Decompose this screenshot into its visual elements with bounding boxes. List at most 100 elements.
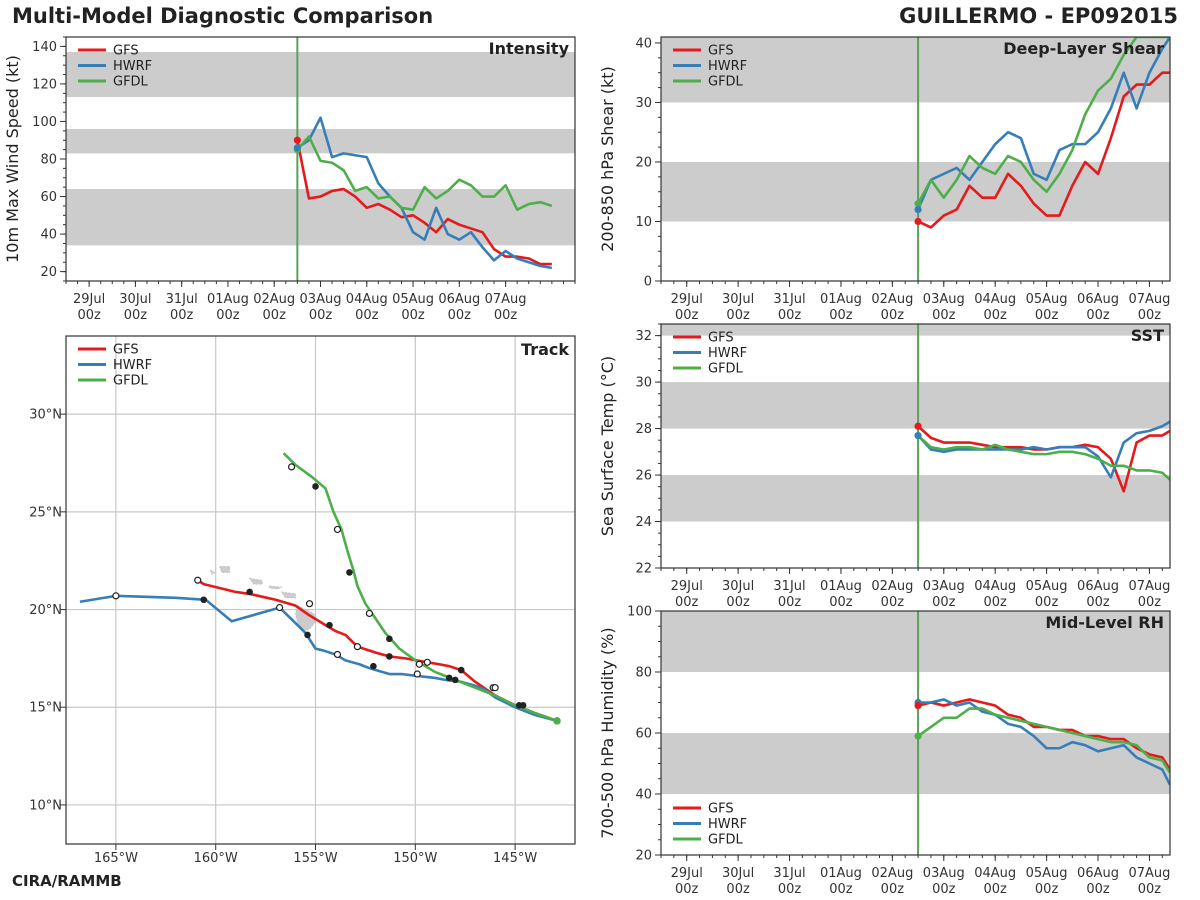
series-line-gfdl [916, 37, 1170, 205]
x-tick-label: 07Aug [1128, 579, 1170, 594]
x-tick-label: 00z [448, 308, 472, 323]
track-marker-00z [346, 569, 353, 576]
track-marker-00z [386, 653, 393, 660]
x-tick-label: 30Jul [119, 292, 151, 307]
x-tick-label: 31Jul [166, 292, 198, 307]
x-tick-label: 30Jul [722, 579, 754, 594]
x-tick-label: 01Aug [820, 866, 862, 881]
legend-label-hwrf: HWRF [113, 358, 152, 373]
track-marker-00z [326, 621, 333, 629]
x-tick-label: 160°W [194, 851, 238, 866]
x-tick-label: 00z [829, 595, 853, 610]
x-tick-label: 00z [881, 595, 905, 610]
x-tick-label: 00z [778, 595, 802, 610]
x-tick-label: 06Aug [1077, 579, 1119, 594]
x-tick-label: 145°W [493, 851, 537, 866]
x-tick-label: 07Aug [1128, 866, 1170, 881]
y-tick-label: 22 [635, 562, 652, 577]
x-tick-label: 01Aug [820, 292, 862, 307]
x-tick-label: 00z [1138, 882, 1162, 897]
x-tick-label: 29Jul [73, 292, 105, 307]
series-line-gfs [917, 71, 1170, 229]
x-tick-label: 29Jul [671, 866, 703, 881]
shaded-band [661, 324, 1170, 336]
y-tick-label: 24 [635, 515, 652, 530]
legend-label-hwrf: HWRF [708, 346, 747, 361]
x-tick-label: 04Aug [974, 579, 1016, 594]
x-tick-label: 00z [932, 308, 956, 323]
x-tick-label: 06Aug [1077, 292, 1119, 307]
panel-title: SST [1131, 326, 1164, 345]
y-tick-label: 30°N [29, 408, 62, 423]
x-tick-label: 00z [401, 308, 425, 323]
x-tick-label: 00z [1035, 882, 1059, 897]
x-tick-label: 00z [1035, 308, 1059, 323]
shear-panel: 01020304029Jul00z30Jul00z31Jul00z01Aug00… [598, 36, 1171, 323]
x-tick-label: 01Aug [820, 579, 862, 594]
x-tick-label: 00z [726, 595, 750, 610]
x-tick-label: 150°W [393, 851, 437, 866]
axes-frame [65, 36, 576, 282]
legend-label-gfdl: GFDL [113, 374, 149, 389]
track-marker-00z [304, 631, 311, 639]
track-marker-00z [445, 674, 453, 682]
y-axis-label: 700-500 hPa Humidity (%) [598, 627, 617, 838]
x-tick-label: 00z [881, 308, 905, 323]
x-tick-label: 03Aug [923, 866, 965, 881]
track-start-gfdl [553, 717, 561, 725]
x-tick-label: 00z [829, 308, 853, 323]
init-point-gfs [293, 136, 301, 144]
x-tick-label: 31Jul [773, 292, 805, 307]
x-tick-label: 00z [170, 308, 194, 323]
y-tick-label: 26 [635, 469, 652, 484]
x-tick-label: 00z [1086, 308, 1110, 323]
series-line-gfdl [296, 135, 553, 211]
y-tick-label: 40 [635, 788, 652, 803]
x-tick-label: 00z [1138, 308, 1162, 323]
y-axis-label: 10m Max Wind Speed (kt) [3, 55, 22, 263]
x-tick-label: 05Aug [392, 292, 434, 307]
y-axis-label: 200-850 hPa Shear (kt) [598, 66, 617, 252]
y-tick-label: 10 [635, 215, 652, 230]
x-tick-label: 00z [216, 308, 240, 323]
x-tick-label: 00z [1035, 595, 1059, 610]
x-tick-label: 02Aug [871, 866, 913, 881]
y-tick-label: 80 [635, 666, 652, 681]
island-shape [248, 577, 264, 585]
rh-panel: 2040608010029Jul00z30Jul00z31Jul00z01Aug… [598, 605, 1171, 897]
series-line-hwrf [917, 420, 1170, 479]
series-line-gfdl [917, 707, 1170, 774]
y-tick-label: 10°N [29, 798, 62, 813]
x-tick-label: 05Aug [1026, 866, 1068, 881]
legend-label-hwrf: HWRF [113, 59, 152, 74]
x-tick-label: 03Aug [923, 292, 965, 307]
y-tick-label: 20 [635, 155, 652, 170]
track-marker-12z [112, 592, 120, 600]
axes-frame [65, 335, 576, 845]
legend-label-gfs: GFS [113, 343, 139, 358]
x-tick-label: 03Aug [300, 292, 342, 307]
init-point-gfs [914, 422, 922, 430]
x-tick-label: 31Jul [773, 579, 805, 594]
track-marker-00z [386, 635, 393, 643]
x-tick-label: 155°W [293, 851, 337, 866]
track-marker-00z [519, 701, 527, 709]
x-tick-label: 00z [309, 308, 333, 323]
y-tick-label: 28 [635, 422, 652, 437]
shaded-band [661, 37, 1170, 103]
init-point-gfs [914, 217, 922, 226]
track-marker-12z [194, 576, 202, 584]
track-line-hwrf [79, 594, 558, 723]
x-tick-label: 06Aug [1077, 866, 1119, 881]
track-line-gfdl [282, 452, 558, 723]
y-tick-label: 80 [40, 153, 57, 168]
x-tick-label: 05Aug [1026, 292, 1068, 307]
panel-title: Deep-Layer Shear [1003, 39, 1164, 58]
legend-label-gfs: GFS [113, 44, 139, 59]
series-line-gfdl [917, 434, 1170, 481]
x-tick-label: 30Jul [722, 292, 754, 307]
sst-panel: 22242628303229Jul00z30Jul00z31Jul00z01Au… [598, 323, 1171, 610]
x-tick-label: 02Aug [253, 292, 295, 307]
track-marker-12z [287, 463, 296, 471]
